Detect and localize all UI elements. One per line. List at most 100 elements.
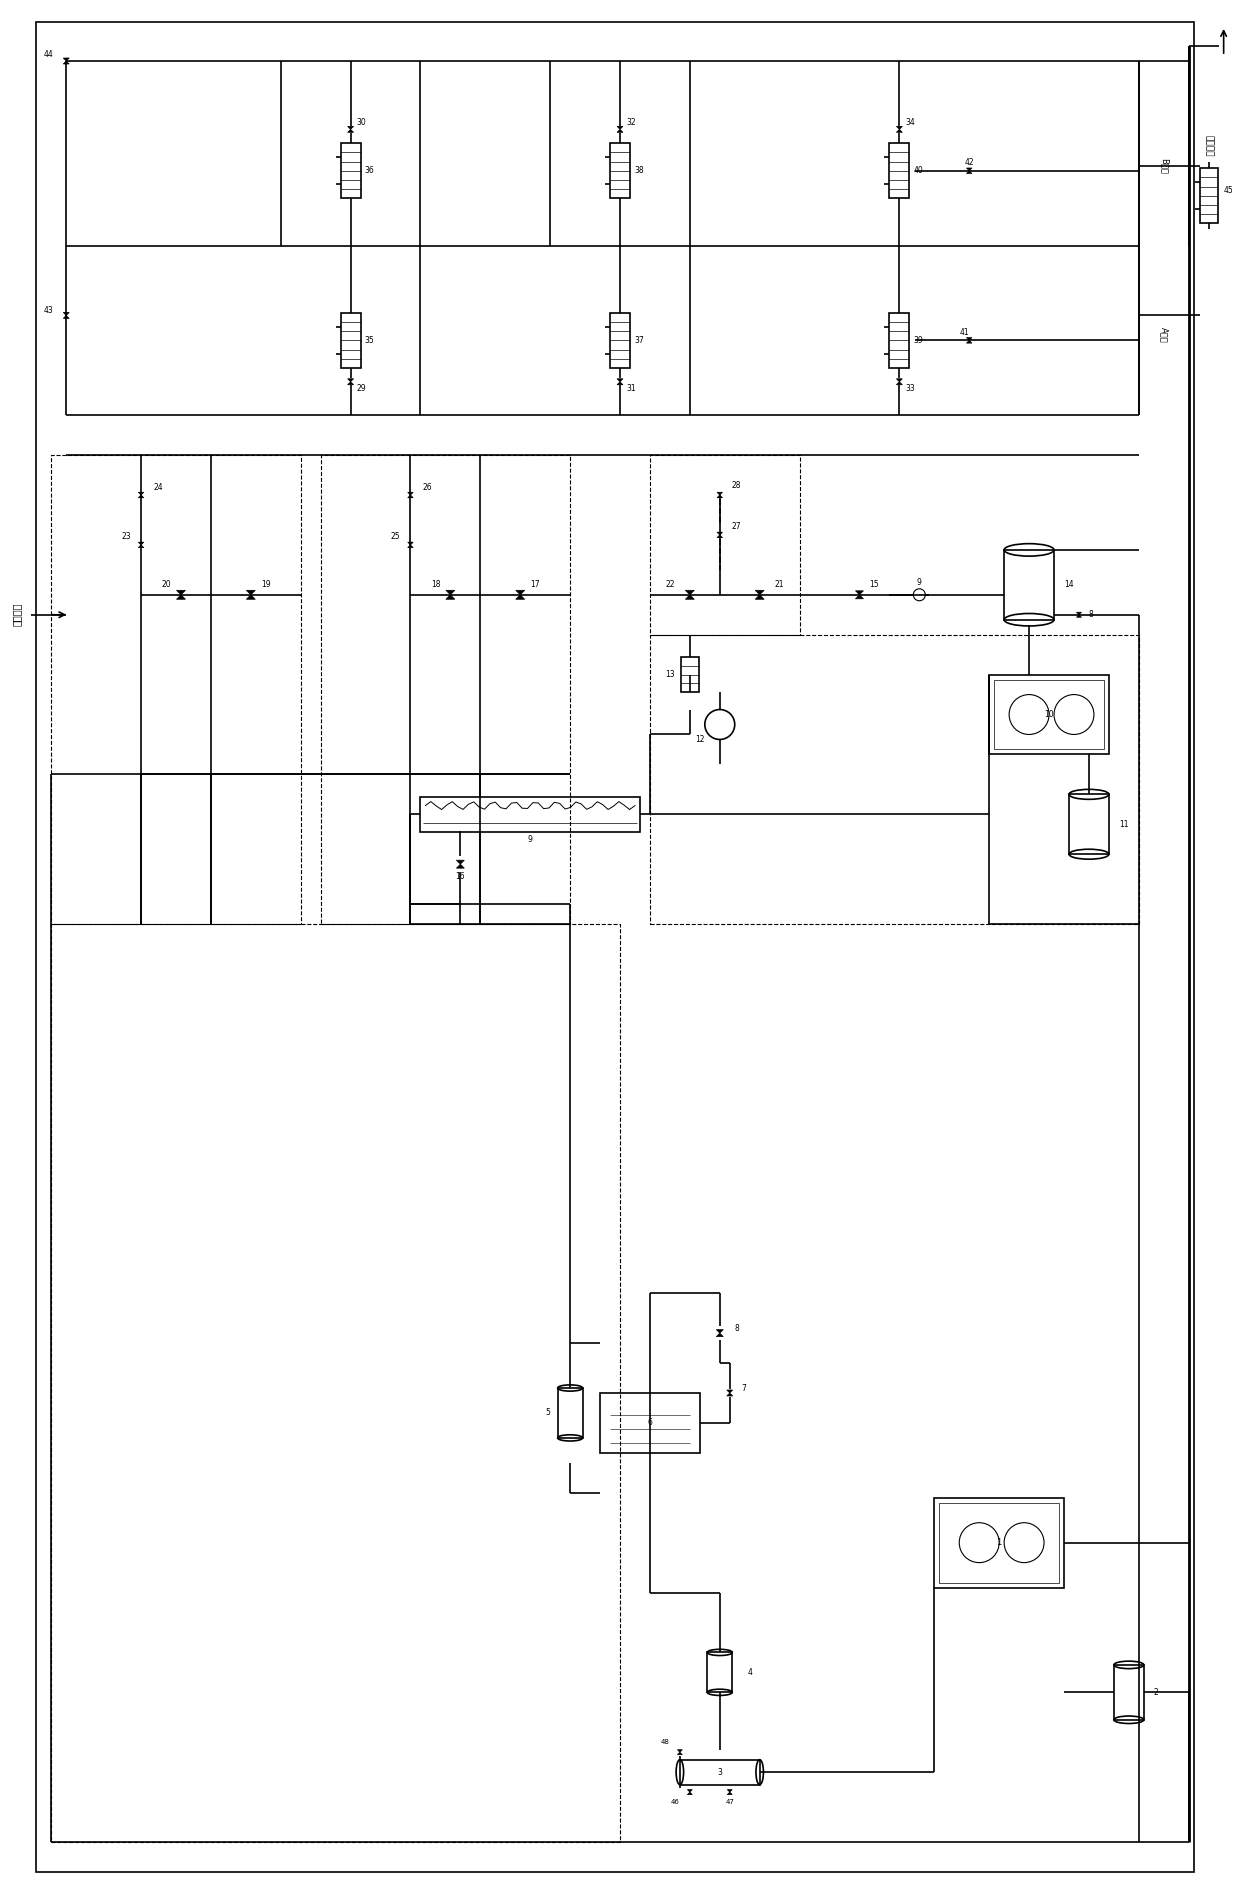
Text: 18: 18 — [432, 580, 440, 589]
Text: 8: 8 — [1089, 610, 1094, 619]
Polygon shape — [347, 127, 353, 129]
Polygon shape — [456, 860, 464, 864]
Text: 19: 19 — [260, 580, 270, 589]
Bar — [610, 313, 630, 367]
Polygon shape — [139, 494, 144, 498]
Bar — [610, 144, 630, 199]
Text: B通道: B通道 — [1159, 157, 1168, 174]
Polygon shape — [618, 127, 622, 129]
Text: 20: 20 — [161, 580, 171, 589]
Polygon shape — [687, 1792, 692, 1796]
Text: 39: 39 — [914, 335, 923, 345]
Polygon shape — [717, 1333, 723, 1337]
Polygon shape — [63, 59, 69, 61]
Text: 37: 37 — [634, 335, 644, 345]
Text: 油气出口: 油气出口 — [1204, 134, 1213, 157]
Polygon shape — [717, 494, 723, 498]
Text: 32: 32 — [626, 117, 636, 127]
Polygon shape — [966, 341, 972, 343]
Polygon shape — [966, 170, 972, 174]
Text: 27: 27 — [732, 523, 742, 532]
Text: 2: 2 — [1153, 1688, 1158, 1697]
Text: 11: 11 — [1118, 820, 1128, 830]
Polygon shape — [856, 591, 863, 595]
Text: 15: 15 — [869, 580, 879, 589]
Text: 油气进口: 油气进口 — [11, 602, 21, 627]
Text: 23: 23 — [122, 532, 131, 542]
Bar — [1069, 794, 1109, 854]
Text: 26: 26 — [423, 483, 432, 492]
Polygon shape — [408, 494, 413, 498]
Text: 10: 10 — [1044, 710, 1054, 720]
Polygon shape — [717, 532, 723, 534]
Polygon shape — [897, 383, 903, 384]
Polygon shape — [856, 595, 863, 599]
Polygon shape — [677, 1752, 682, 1754]
Polygon shape — [247, 595, 255, 599]
Text: 41: 41 — [960, 328, 968, 337]
Polygon shape — [347, 129, 353, 133]
Bar — [889, 144, 909, 199]
Text: 33: 33 — [905, 384, 915, 394]
Polygon shape — [176, 595, 186, 599]
Text: 25: 25 — [391, 532, 401, 542]
Bar — [558, 1388, 583, 1438]
Text: 8: 8 — [735, 1324, 739, 1333]
Polygon shape — [727, 1792, 733, 1796]
Text: 24: 24 — [153, 483, 162, 492]
Text: 22: 22 — [666, 580, 675, 589]
Polygon shape — [618, 379, 622, 383]
Polygon shape — [727, 1390, 733, 1392]
Text: 29: 29 — [357, 384, 366, 394]
Bar — [1004, 549, 1054, 619]
Polygon shape — [1076, 612, 1081, 616]
Text: 34: 34 — [905, 117, 915, 127]
Polygon shape — [139, 545, 144, 547]
Polygon shape — [618, 129, 622, 133]
Polygon shape — [63, 61, 69, 64]
Polygon shape — [516, 595, 525, 599]
Text: 35: 35 — [365, 335, 374, 345]
Text: 9: 9 — [916, 578, 921, 587]
Bar — [681, 657, 699, 691]
Polygon shape — [686, 595, 694, 599]
Polygon shape — [408, 542, 413, 545]
Polygon shape — [516, 591, 525, 595]
Text: 17: 17 — [531, 580, 539, 589]
Bar — [1114, 1665, 1143, 1720]
Bar — [420, 797, 640, 831]
Text: 40: 40 — [914, 167, 923, 176]
Polygon shape — [1076, 616, 1081, 617]
Polygon shape — [176, 591, 186, 595]
Polygon shape — [677, 1750, 682, 1752]
Text: 14: 14 — [1064, 580, 1074, 589]
Bar — [1199, 169, 1218, 223]
Text: 7: 7 — [742, 1383, 746, 1392]
Polygon shape — [63, 316, 69, 318]
Text: 4: 4 — [748, 1669, 753, 1676]
Bar — [680, 1760, 760, 1784]
Text: 45: 45 — [1224, 186, 1234, 195]
Bar — [341, 313, 361, 367]
Text: 9: 9 — [528, 835, 533, 843]
Text: 21: 21 — [775, 580, 784, 589]
Polygon shape — [139, 492, 144, 494]
Bar — [707, 1652, 733, 1693]
Polygon shape — [446, 591, 455, 595]
Polygon shape — [456, 864, 464, 867]
Text: 46: 46 — [671, 1799, 680, 1805]
Polygon shape — [347, 383, 353, 384]
Text: 3: 3 — [717, 1767, 722, 1777]
Bar — [939, 1502, 1059, 1583]
Polygon shape — [897, 129, 903, 133]
Polygon shape — [139, 542, 144, 545]
Text: A通道: A通道 — [1159, 328, 1168, 343]
Text: 44: 44 — [43, 49, 53, 59]
Polygon shape — [408, 492, 413, 494]
Bar — [341, 144, 361, 199]
Text: 42: 42 — [965, 159, 973, 167]
Polygon shape — [727, 1392, 733, 1396]
Polygon shape — [755, 595, 764, 599]
Text: 36: 36 — [365, 167, 374, 176]
Polygon shape — [347, 379, 353, 383]
